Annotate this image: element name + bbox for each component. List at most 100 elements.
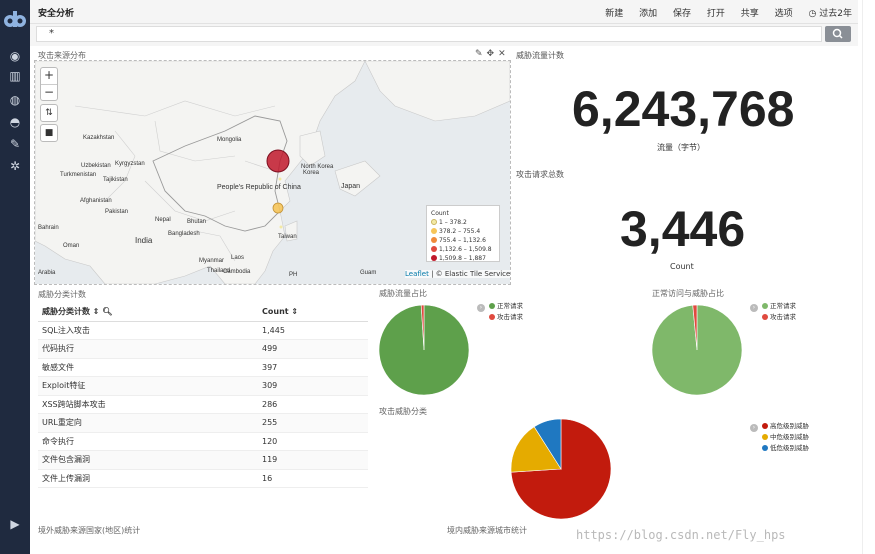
top-bar: 安全分析 新建 添加 保存 打开 共享 选项 ◷ 过去2年 <box>30 0 858 24</box>
pie-slice[interactable] <box>692 304 698 351</box>
menu-share[interactable]: 共享 <box>740 9 759 19</box>
map-label: Korea <box>303 170 320 176</box>
legend-item[interactable]: › 正常请求 <box>477 301 523 312</box>
legend-title: Count <box>431 210 449 217</box>
legend-item[interactable]: 低危级别威胁 <box>750 443 809 454</box>
access-share-pie[interactable] <box>651 304 743 396</box>
dashboard-icon[interactable]: ◍ <box>9 93 21 107</box>
access-share-legend: › 正常请求 攻击请求 <box>750 301 796 323</box>
legend-item[interactable]: 攻击请求 <box>750 312 796 323</box>
legend-item: 1 – 378.2 <box>431 218 495 227</box>
cell-category: XSS跨站脚本攻击 <box>38 395 258 414</box>
map-label: Thailand <box>207 268 230 274</box>
menu-add[interactable]: 添加 <box>639 9 658 19</box>
traffic-share-title: 威胁流量占比 <box>379 289 427 298</box>
legend-label: 755.4 – 1,132.6 <box>439 237 486 244</box>
cell-count: 397 <box>258 358 368 377</box>
map-label: Cambodia <box>223 269 251 275</box>
collapse-play-icon[interactable]: ▶ <box>10 517 20 531</box>
cell-count: 120 <box>258 432 368 451</box>
cell-count: 1,445 <box>258 321 368 340</box>
table-row: SQL注入攻击 1,445 <box>38 321 368 340</box>
map-label: Turkmenistan <box>60 172 96 178</box>
menu-open[interactable]: 打开 <box>706 9 725 19</box>
threat-category-table: 威胁分类计数 ⇕ 🔍︎ Count ⇕ SQL注入攻击 1,445 代码执行 499… <box>38 303 368 488</box>
category-pie[interactable] <box>510 418 612 520</box>
legend-toggle-icon[interactable]: › <box>750 424 758 432</box>
pie-slice[interactable] <box>533 418 562 471</box>
legend-swatch <box>762 423 768 429</box>
legend-label: 1,132.6 – 1,509.8 <box>439 246 492 253</box>
map-label: Oman <box>63 243 79 249</box>
requests-metric-unit: Count <box>670 262 694 271</box>
world-map: Kazakhstan Mongolia Uzbekistan Kyrgyzsta… <box>34 60 511 285</box>
legend-toggle-icon[interactable]: › <box>477 304 485 312</box>
legend-swatch <box>431 255 437 261</box>
access-share-title: 正常访问与威胁占比 <box>652 289 724 298</box>
table-row: XSS跨站脚本攻击 286 <box>38 395 368 414</box>
logo-icon[interactable] <box>1 8 29 30</box>
zoom-in-button[interactable]: + <box>43 68 55 82</box>
search-input[interactable]: * <box>36 26 822 42</box>
fit-bounds-icon[interactable]: ⇅ <box>40 104 58 122</box>
legend-label: 378.2 – 755.4 <box>439 228 481 235</box>
column-header-label: 威胁分类计数 ⇕ <box>42 307 100 317</box>
move-icon[interactable]: ✥ <box>486 49 499 59</box>
discover-icon[interactable]: ◉ <box>9 49 21 63</box>
legend-item[interactable]: 攻击请求 <box>477 312 523 323</box>
table-row: 命令执行 120 <box>38 432 368 451</box>
settings-gear-icon[interactable]: ✲ <box>9 159 21 173</box>
draw-rectangle-icon[interactable]: ■ <box>40 124 58 142</box>
menu-save[interactable]: 保存 <box>672 9 691 19</box>
cell-category: 代码执行 <box>38 339 258 359</box>
visualize-icon[interactable]: ▥ <box>9 69 21 83</box>
map-label: Afghanistan <box>80 198 112 204</box>
cell-category: 命令执行 <box>38 432 258 451</box>
leaflet-link[interactable]: Leaflet <box>405 270 429 278</box>
map-data-point[interactable] <box>272 202 284 214</box>
search-button[interactable] <box>825 26 851 42</box>
pie-slice[interactable] <box>510 426 562 473</box>
overseas-source-panel-title: 境外威胁来源国家(地区)统计 <box>38 526 141 535</box>
traffic-share-pie[interactable] <box>378 304 470 396</box>
map-label: Bahrain <box>38 225 59 231</box>
table-row: 文件上传漏洞 16 <box>38 469 368 488</box>
cell-count: 255 <box>258 413 368 433</box>
edit-icon[interactable]: ✎ <box>475 49 487 59</box>
traffic-metric-unit: 流量（字节） <box>657 143 705 152</box>
legend-item[interactable]: 中危级别威胁 <box>750 432 809 443</box>
top-menu: 新建 添加 保存 打开 共享 选项 ◷ 过去2年 <box>592 6 852 19</box>
timelion-icon[interactable]: ◓ <box>9 115 21 129</box>
zoom-out-button[interactable]: − <box>41 84 57 100</box>
traffic-share-legend: › 正常请求 攻击请求 <box>477 301 523 323</box>
legend-label: 1 – 378.2 <box>439 219 467 226</box>
column-header-count[interactable]: Count ⇕ <box>258 303 368 322</box>
table-row: 敏感文件 397 <box>38 358 368 377</box>
close-icon[interactable]: ✕ <box>498 49 510 59</box>
table-row: 代码执行 499 <box>38 339 368 359</box>
category-pie-title: 攻击威胁分类 <box>379 407 427 416</box>
legend-toggle-icon[interactable]: › <box>750 304 758 312</box>
map-data-point[interactable] <box>279 225 283 229</box>
map-data-point[interactable] <box>266 149 290 173</box>
magnifier-icon[interactable]: 🔍︎ <box>102 307 113 317</box>
menu-new[interactable]: 新建 <box>605 9 624 19</box>
map-panel[interactable]: Kazakhstan Mongolia Uzbekistan Kyrgyzsta… <box>34 60 511 285</box>
column-header-category[interactable]: 威胁分类计数 ⇕ 🔍︎ <box>38 303 258 322</box>
map-label: Arabia <box>38 270 56 276</box>
menu-options[interactable]: 选项 <box>774 9 793 19</box>
dev-tools-icon[interactable]: ✎ <box>9 137 21 151</box>
legend-item[interactable]: › 正常请求 <box>750 301 796 312</box>
cell-count: 119 <box>258 450 368 470</box>
legend-label: 正常请求 <box>497 302 523 310</box>
query-bar: * <box>30 24 858 46</box>
map-data-point[interactable] <box>278 177 282 181</box>
table-row: 文件包含漏洞 119 <box>38 450 368 470</box>
traffic-panel-title: 威胁流量计数 <box>516 51 564 60</box>
legend-swatch <box>431 219 437 225</box>
pie-slice[interactable] <box>420 304 425 351</box>
cell-count: 16 <box>258 469 368 488</box>
time-picker[interactable]: ◷ 过去2年 <box>809 9 852 19</box>
legend-item[interactable]: › 高危级别威胁 <box>750 421 809 432</box>
